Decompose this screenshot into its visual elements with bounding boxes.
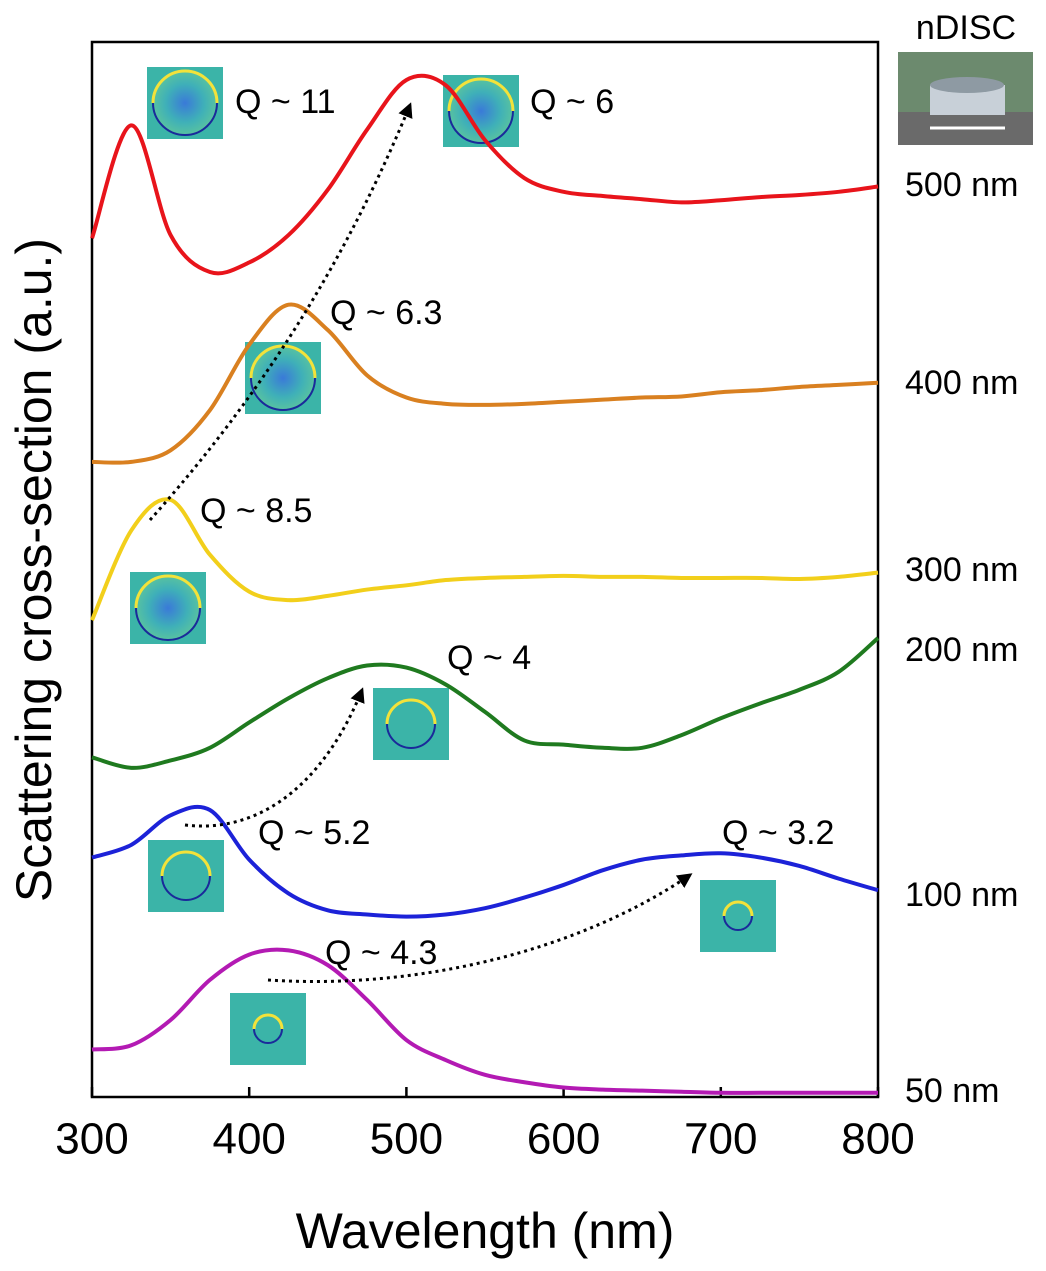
series-label: 50 nm [905,1072,1000,1110]
ndisc-inset: nDISC [898,9,1033,145]
arrows [150,105,690,982]
annotation: Q ~ 11 [235,83,336,121]
chart: nDISC Wavelength (nm) Scattering cross-s… [0,0,1046,1266]
annotation: Q ~ 6 [530,83,614,121]
series-label: 100 nm [905,876,1018,914]
x-tick-label: 700 [684,1115,757,1164]
x-tick-label: 600 [527,1115,600,1164]
series-line [92,304,878,462]
annotation: Q ~ 6.3 [330,294,442,332]
series-label: 200 nm [905,631,1018,669]
annotation: Q ~ 3.2 [722,814,834,852]
annotation: Q ~ 4.3 [325,934,437,972]
series-line [92,950,878,1093]
arrow [185,690,362,826]
series-label: 500 nm [905,166,1018,204]
x-tick-label: 400 [212,1115,285,1164]
y-axis-label: Scattering cross-section (a.u.) [6,238,62,902]
series-label: 300 nm [905,551,1018,589]
annotation: Q ~ 8.5 [200,492,312,530]
x-tick-label: 300 [55,1115,128,1164]
annotation: Q ~ 4 [447,639,531,677]
x-axis-label: Wavelength (nm) [296,1203,675,1259]
x-tick-label: 800 [841,1115,914,1164]
inset-disc-top [930,77,1004,93]
x-tick-label: 500 [370,1115,443,1164]
inset-label: nDISC [916,9,1016,47]
annotation: Q ~ 5.2 [258,814,370,852]
series-label: 400 nm [905,364,1018,402]
page: {"chart_data":{"type":"line", "x_label":… [0,0,1046,1266]
